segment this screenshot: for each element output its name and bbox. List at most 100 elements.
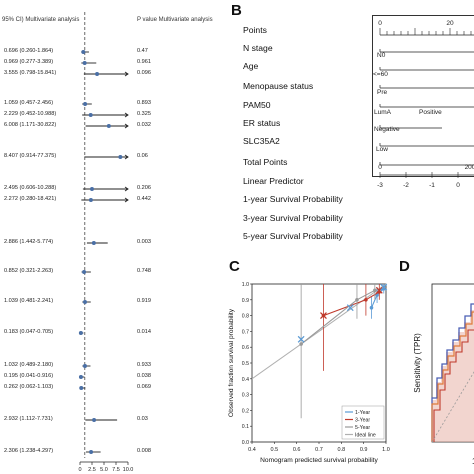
nomogram-scales: 0 20 -3 -2 -1 0 0 200: [377, 20, 474, 189]
roc-y-label: Sensitivity (TPR): [413, 333, 422, 393]
forest-row-p: 0.748: [137, 268, 151, 274]
forest-axis-tick-label: 10.0: [123, 467, 134, 473]
nomogram-box: [372, 15, 474, 177]
roc-x-label: 1-S: [472, 457, 474, 466]
panel-b-letter: B: [231, 2, 242, 19]
forest-axis-tick-label: 5.0: [100, 467, 108, 473]
forest-row-ci: 0.183 (0.047-0.705): [4, 329, 54, 335]
roc-chart: Sensitivity (TPR) 1-S: [413, 283, 474, 466]
forest-row-p: 0.069: [137, 384, 151, 390]
nomogram-label: Menopause status: [243, 81, 314, 91]
nomogram-pam50-level: LumA: [374, 109, 391, 116]
forest-point: [78, 375, 83, 379]
forest-point: [79, 386, 84, 390]
forest-ci-arrow: [124, 197, 129, 203]
nomogram-lp-tick-label: -2: [403, 182, 409, 189]
nomogram-lp-tick-label: 0: [456, 182, 460, 189]
forest-header-p: P value Multivariate analysis: [137, 17, 213, 23]
nomogram-slc35a2-level: Low: [376, 146, 388, 153]
calibration-legend-label: Ideal line: [355, 433, 376, 439]
panel-c-letter: C: [229, 258, 240, 275]
calibration-y-tick-label: 0.4: [242, 377, 249, 383]
forest-row-p: 0.096: [137, 70, 151, 76]
calibration-x-tick-label: 0.7: [315, 447, 323, 453]
nomogram-n-stage-level: N0: [377, 52, 386, 59]
calibration-x-marker: [297, 335, 305, 343]
forest-row-ci: 6.008 (1.171-30.822): [4, 122, 57, 128]
forest-row-p: 0.206: [137, 185, 151, 191]
forest-point: [89, 187, 94, 191]
calibration-y-tick-label: 0.3: [242, 393, 249, 399]
forest-point: [95, 72, 100, 76]
calibration-point: [369, 305, 374, 310]
forest-row-p: 0.06: [137, 153, 148, 159]
nomogram-label: Points: [243, 25, 267, 35]
forest-row-p: 0.003: [137, 239, 151, 245]
forest-row-ci: 2.306 (1.238-4.297): [4, 448, 54, 454]
forest-point: [88, 113, 93, 117]
forest-point: [92, 418, 97, 422]
forest-row-ci: 1.059 (0.457-2.456): [4, 100, 54, 106]
calibration-point: [299, 342, 303, 346]
nomogram-er-negative: Negative: [374, 126, 400, 133]
nomogram-label: 5-year Survival Probability: [243, 231, 343, 241]
calibration-y-tick-label: 0.6: [242, 345, 249, 351]
nomogram-points-tick-label: 20: [446, 20, 454, 27]
calibration-y-tick-label: 0.1: [242, 424, 249, 430]
calibration-y-tick-label: 0.8: [242, 314, 249, 320]
forest-row-p: 0.919: [137, 298, 151, 304]
forest-row-ci: 2.932 (1.112-7.731): [4, 416, 53, 422]
calibration-legend-label: 1-Year: [355, 410, 370, 416]
calibration-x-marker: [320, 312, 327, 320]
forest-row-ci: 1.032 (0.489-2.180): [4, 362, 54, 368]
nomogram-points-tick-label: 0: [378, 20, 382, 27]
calibration-y-label: Observed fraction survival probability: [228, 308, 235, 417]
forest-point: [106, 124, 111, 128]
forest-point: [82, 300, 87, 304]
roc-curve: [431, 303, 474, 442]
forest-point: [88, 198, 93, 202]
calibration-x-marker: [375, 286, 383, 294]
nomogram-tp-tick-label: 0: [378, 164, 382, 171]
nomogram-label: 3-year Survival Probability: [243, 213, 343, 223]
calibration-x-tick-label: 1.0: [382, 447, 390, 453]
nomogram-label: Linear Predictor: [243, 176, 304, 186]
calibration-y-tick-label: 0.7: [242, 329, 249, 335]
forest-point: [91, 241, 96, 245]
forest-row-p: 0.032: [137, 122, 151, 128]
calibration-x-tick-label: 0.8: [338, 447, 346, 453]
calibration-point: [355, 298, 359, 302]
forest-row-p: 0.933: [137, 362, 151, 368]
nomogram-label: SLC35A2: [243, 136, 280, 146]
forest-row-p: 0.008: [137, 448, 151, 454]
calibration-x-tick-label: 0.6: [293, 447, 301, 453]
forest-point: [82, 61, 87, 65]
forest-row-ci: 0.969 (0.277-3.389): [4, 59, 54, 65]
forest-row-ci: 3.555 (0.798-15.841): [4, 70, 57, 76]
forest-row-ci: 2.229 (0.452-10.988): [4, 111, 57, 117]
calibration-y-tick-label: 0.0: [242, 440, 249, 446]
forest-row-ci: 1.039 (0.481-2.241): [4, 298, 54, 304]
nomogram-label: Age: [243, 61, 259, 71]
forest-ci-arrow: [124, 123, 129, 129]
nomogram-lp-tick-label: -1: [429, 182, 435, 189]
nomogram-label: ER status: [243, 118, 281, 128]
forest-row-p: 0.03: [137, 416, 148, 422]
calibration-x-marker: [380, 283, 388, 291]
forest-row-p: 0.893: [137, 100, 151, 106]
forest-point: [118, 155, 123, 159]
forest-row-p: 0.038: [137, 373, 151, 379]
nomogram-label: PAM50: [243, 100, 271, 110]
forest-ci-arrow: [124, 112, 129, 118]
forest-axis-tick-label: 0: [78, 467, 81, 473]
forest-point: [78, 331, 83, 335]
forest-row-p: 0.014: [137, 329, 151, 335]
forest-ci-arrow: [124, 154, 129, 160]
forest-row-ci: 0.195 (0.041-0.916): [4, 373, 54, 379]
forest-row-ci: 2.495 (0.606-10.288): [4, 185, 57, 191]
nomogram-lp-tick-label: -3: [377, 182, 383, 189]
forest-row-ci: 0.852 (0.321-2.263): [4, 268, 54, 274]
calibration-point: [373, 288, 377, 293]
calibration-x-marker: [346, 304, 354, 312]
calibration-x-tick-label: 0.4: [248, 447, 256, 453]
